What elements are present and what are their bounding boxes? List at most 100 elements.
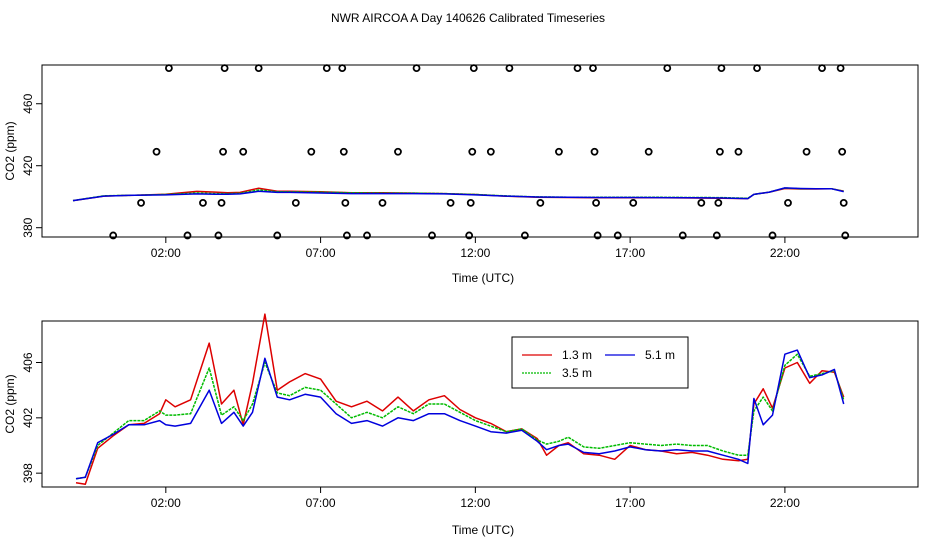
calibration-point [573,64,582,72]
calibration-point [307,147,316,156]
calibration-point [838,147,847,156]
calibration-point [165,64,173,72]
calibration-point [629,199,638,207]
top-x-tick-label: 17:00 [615,246,645,260]
top-panel: 02:00 07:00 12:00 17:00 22:00 380 420 460 Time … [3,64,919,285]
bottom-y-tick-label: 402 [21,408,35,428]
calibration-point [219,147,227,156]
page-title: NWR AIRCOA A Day 140626 Calibrated Times… [331,11,605,25]
legend: 1.3 m 5.1 m 3.5 m [511,336,689,389]
bottom-x-tick-label: 02:00 [151,496,181,510]
top-x-tick-label: 22:00 [770,246,800,260]
calibration-point [152,147,161,156]
calibration-point [466,199,475,207]
calibration-point [714,199,723,207]
bottom-plot-frame [41,320,919,488]
calibration-point [589,64,597,72]
calibration-point [342,231,351,240]
calibration-point [590,147,599,156]
legend-label-3-5m: 3.5 m [562,366,592,380]
bottom-x-tick-label: 17:00 [615,496,645,510]
bottom-x-tick-label: 07:00 [306,496,336,510]
bottom-y-tick-label: 398 [21,463,35,483]
top-plot-frame [41,64,919,238]
bottom-x-tick-label: 12:00 [460,496,490,510]
calibration-point [254,64,263,72]
bottom-y-axis-label: CO2 (ppm) [3,374,17,433]
calibration-point [536,199,545,207]
calibration-point [339,147,348,156]
calibration-point [715,147,724,156]
calibration-point [239,147,248,156]
calibration-point [341,199,350,207]
calibration-point [428,231,436,240]
calibration-point [593,231,602,240]
calibration-point [717,64,726,72]
bottom-panel: 02:00 07:00 12:00 17:00 22:00 398 402 406 Time … [3,313,919,537]
calibration-point [818,64,826,72]
top-y-tick-label: 460 [21,93,35,113]
bottom-axis-ticks: 02:00 07:00 12:00 17:00 22:00 398 402 406 [21,352,800,510]
top-y-axis-label: CO2 (ppm) [3,121,17,180]
calibration-point [505,64,514,72]
calibration-point [322,64,331,72]
calibration-point [273,231,282,240]
top-y-tick-label: 420 [21,155,35,175]
calibration-point [592,199,600,207]
top-y-tick-label: 380 [21,217,35,237]
top-series-lines [72,187,844,202]
calibration-point [555,147,563,156]
calibration-point [469,64,478,72]
legend-label-1-3m: 1.3 m [562,348,592,362]
calibration-point [841,231,850,240]
calibration-point [768,231,777,240]
calibration-point [137,199,145,207]
top-x-tick-label: 07:00 [306,246,336,260]
calibration-point [802,147,811,156]
calibration-point [446,199,455,207]
calibration-point [220,64,229,72]
calibration-point [183,231,192,240]
top-x-axis-label: Time (UTC) [452,271,514,285]
legend-box [511,336,689,389]
calibration-point [412,64,421,72]
bottom-series-5-1-m [75,349,845,480]
calibration-point [520,231,529,240]
bottom-x-axis-label: Time (UTC) [452,523,514,537]
calibration-point [784,199,792,207]
bottom-series-lines [75,313,845,485]
calibration-point [613,231,622,240]
calibration-point [338,64,347,72]
bottom-series-1-3-m [75,313,845,485]
bottom-y-tick-label: 406 [21,352,35,372]
legend-label-5-1m: 5.1 m [645,348,675,362]
bottom-series-3-5-m [75,353,845,480]
calibration-point [199,199,207,207]
calibration-point [465,231,474,240]
calibration-point [394,147,402,156]
calibration-point [109,231,118,240]
top-x-tick-label: 12:00 [460,246,490,260]
calibration-point [468,147,477,156]
top-calibration-points [109,64,850,240]
bottom-x-tick-label: 22:00 [770,496,800,510]
calibration-point [663,64,672,72]
calibration-point [486,147,495,156]
calibration-point [217,199,226,207]
top-series-5-1-m [72,187,844,202]
calibration-point [712,231,721,240]
top-x-tick-label: 02:00 [151,246,181,260]
calibration-point [214,231,223,240]
calibration-point [753,64,761,72]
calibration-point [678,231,687,240]
calibration-point [378,199,387,207]
calibration-point [291,199,300,207]
calibration-point [697,199,706,207]
calibration-point [734,147,743,156]
calibration-point [644,147,653,156]
top-axis-ticks: 02:00 07:00 12:00 17:00 22:00 380 420 460 [21,93,800,260]
calibration-point [836,64,845,72]
calibration-point [839,199,848,207]
calibration-point [363,231,371,240]
